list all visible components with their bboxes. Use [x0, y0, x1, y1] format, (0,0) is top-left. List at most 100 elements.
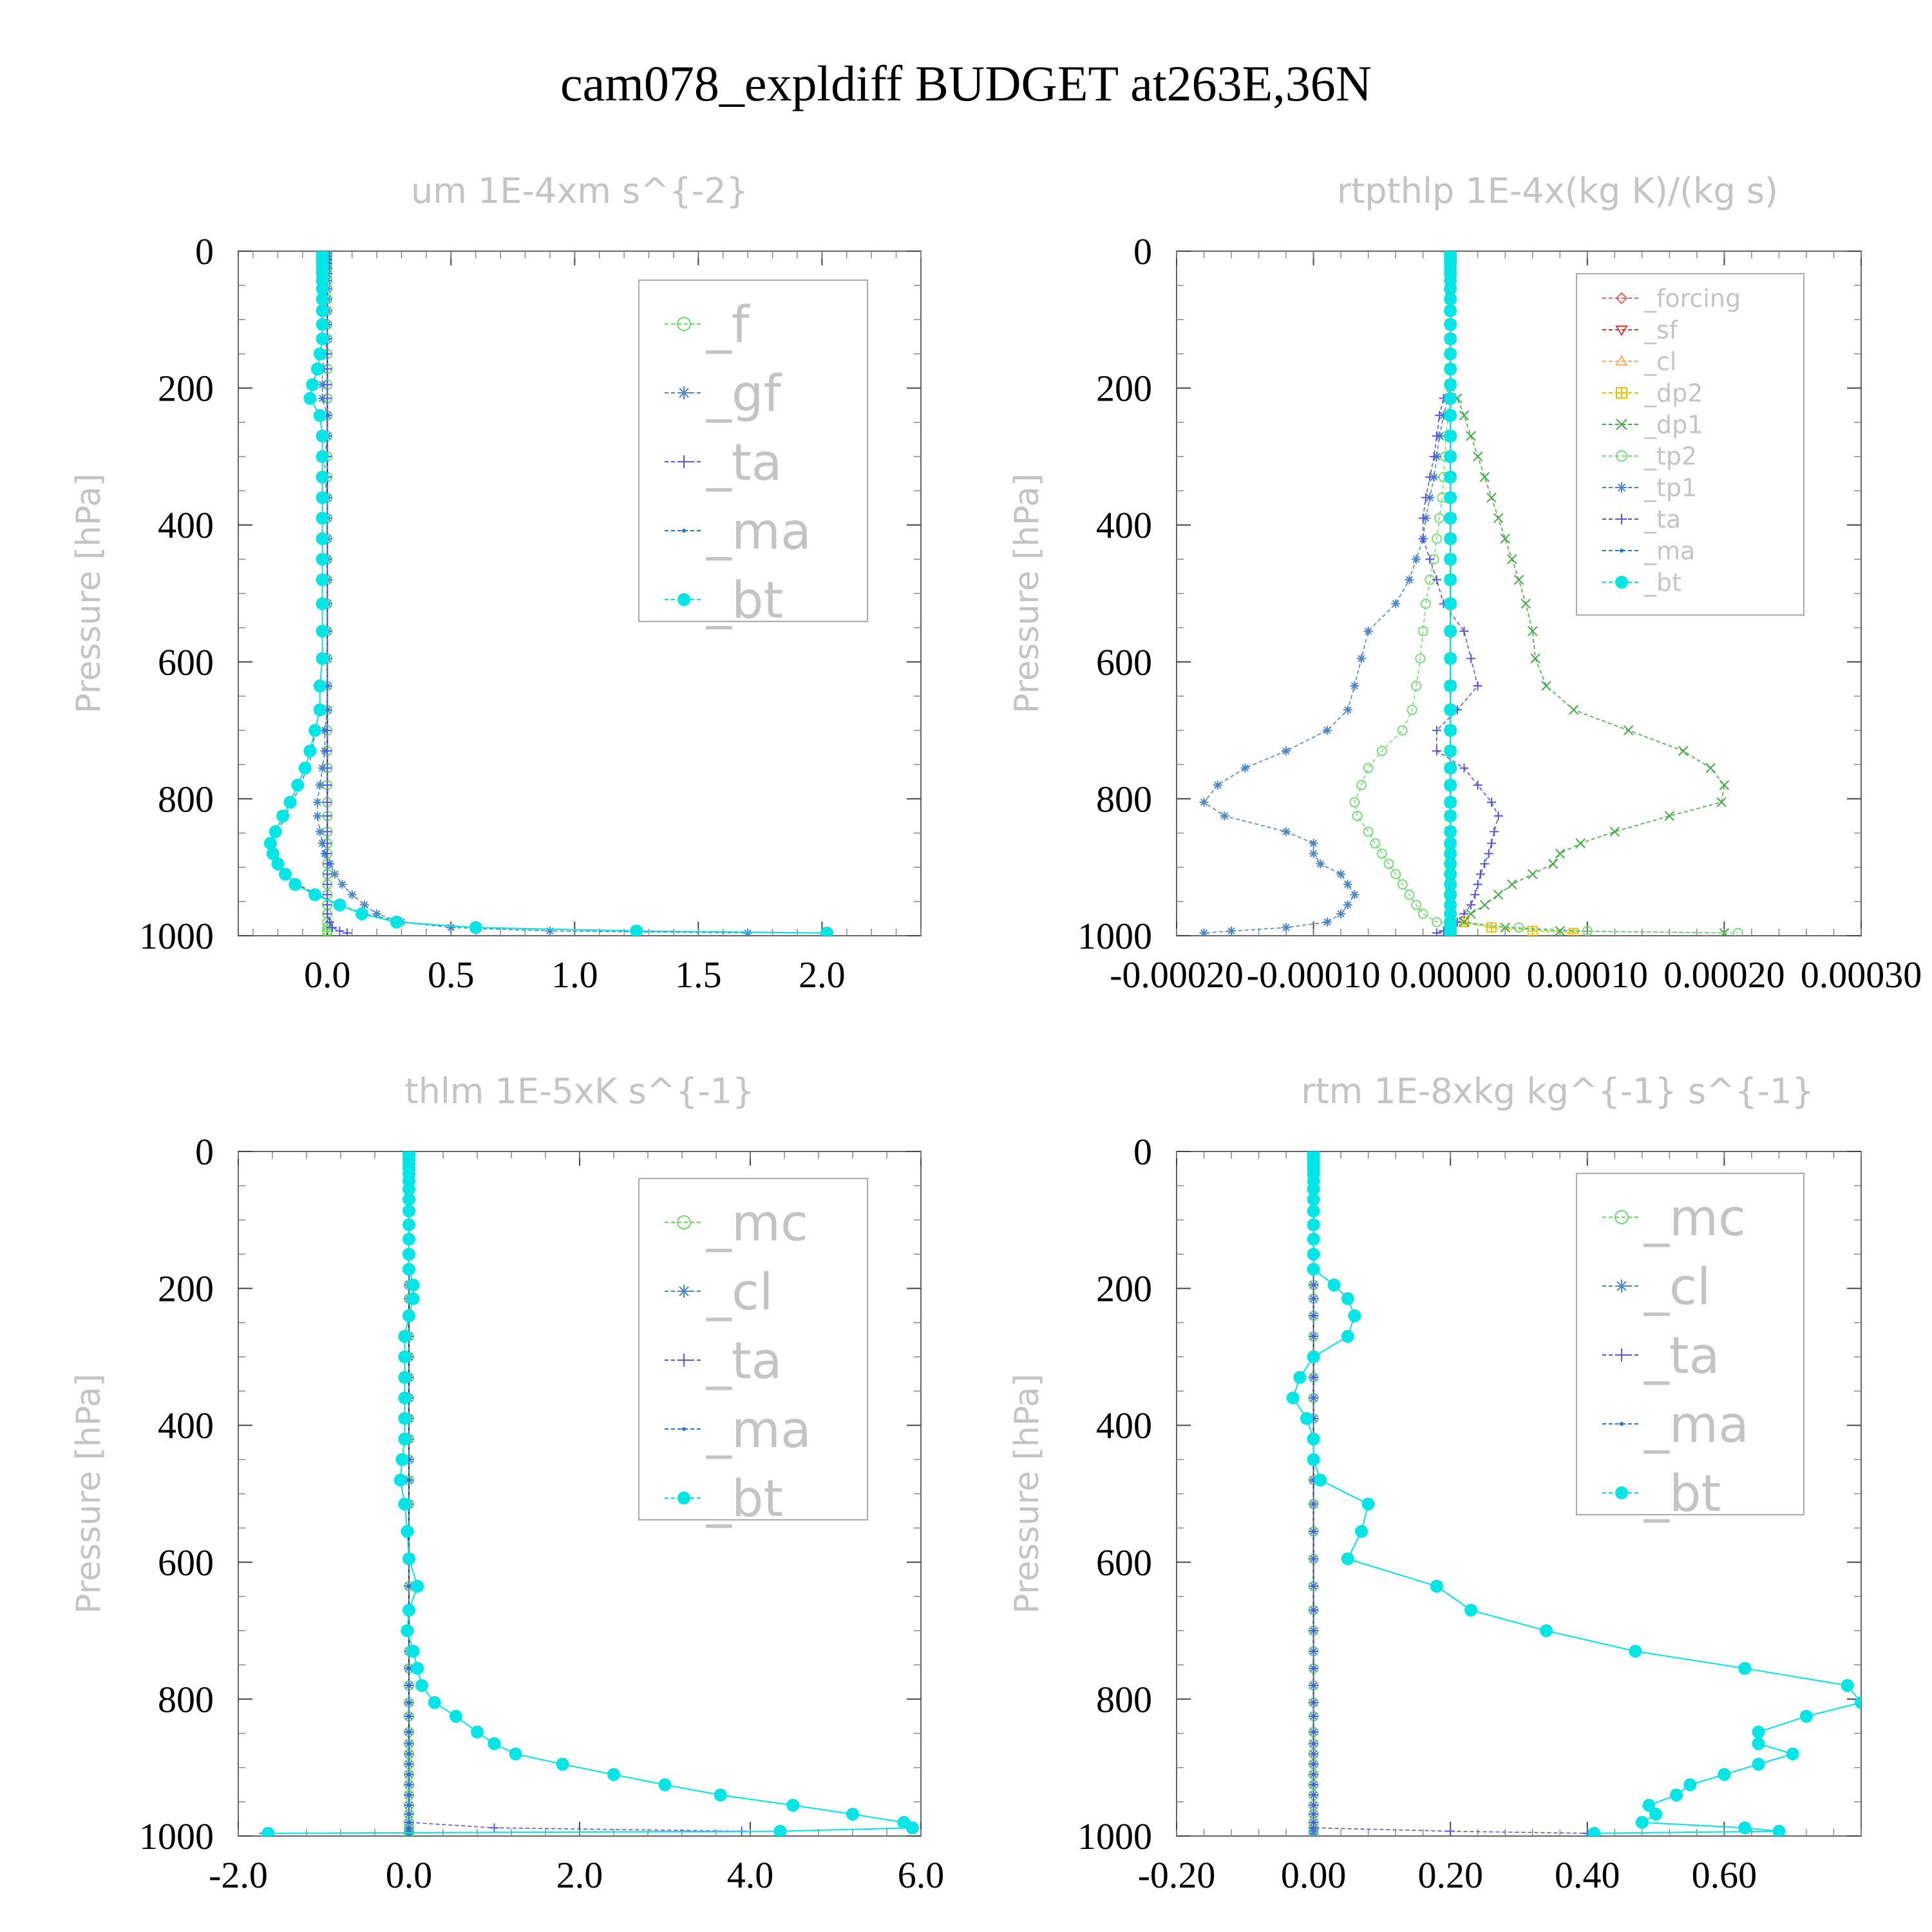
data-point — [1444, 378, 1457, 392]
data-point — [1286, 1391, 1300, 1405]
data-point — [1855, 1696, 1861, 1709]
legend-marker — [682, 1427, 686, 1431]
data-point — [313, 703, 327, 717]
data-point — [1349, 797, 1360, 808]
x-tick-label: 0.00020 — [1663, 954, 1785, 996]
data-point — [316, 282, 329, 296]
data-point — [1430, 1580, 1443, 1593]
data-point — [315, 827, 325, 837]
data-point — [1220, 811, 1229, 820]
data-point — [1348, 1309, 1361, 1323]
data-point — [407, 1783, 411, 1787]
data-point — [1444, 392, 1457, 405]
data-point — [283, 795, 297, 809]
y-tick-label: 1000 — [139, 1815, 214, 1857]
data-point — [303, 392, 317, 405]
data-point — [347, 890, 357, 900]
data-point — [1307, 1350, 1320, 1363]
data-point — [1486, 922, 1497, 933]
legend-label: _forcing — [1643, 285, 1741, 313]
data-point — [1406, 705, 1417, 715]
data-point — [323, 827, 332, 837]
data-point — [269, 825, 282, 838]
data-point — [1541, 681, 1551, 691]
y-tick-label: 0 — [195, 1131, 214, 1173]
data-point — [1473, 880, 1482, 889]
data-point — [1513, 574, 1524, 585]
legend: _f _gf _ta _ma _bt — [638, 279, 868, 630]
legend-box — [1576, 273, 1804, 616]
legend-marker — [1620, 1422, 1624, 1426]
data-point — [1405, 575, 1414, 585]
data-point — [1486, 492, 1497, 503]
data-point — [316, 553, 329, 566]
data-point — [1459, 626, 1469, 636]
data-point — [1357, 654, 1367, 663]
data-point — [1240, 763, 1250, 773]
data-point — [1716, 797, 1727, 808]
data-point — [1322, 917, 1332, 927]
legend-label: _ta — [706, 1332, 782, 1390]
data-point — [1309, 1554, 1318, 1564]
data-point — [1309, 1711, 1318, 1721]
legend-box — [638, 1178, 868, 1520]
data-point — [1444, 470, 1457, 484]
series-ta — [1418, 251, 1503, 936]
data-point — [395, 1453, 409, 1466]
data-point — [406, 1292, 420, 1305]
data-point — [1459, 909, 1469, 918]
legend-box — [1576, 1173, 1804, 1515]
data-point — [407, 1714, 411, 1718]
data-point — [1425, 554, 1435, 564]
data-point — [1282, 827, 1291, 837]
data-point — [1307, 1432, 1320, 1446]
panel-title: rtm 1E-8xkg kg^{-1} s^{-1} — [1301, 1071, 1814, 1112]
series-line — [1450, 253, 1574, 934]
legend-label: _f — [706, 296, 750, 354]
data-point — [1479, 900, 1490, 910]
data-point — [1540, 1624, 1553, 1638]
data-point — [1343, 900, 1352, 910]
series-line — [1312, 1153, 1587, 1834]
data-point — [1555, 925, 1565, 936]
series-dp2 — [1445, 251, 1579, 936]
data-point — [1446, 1826, 1455, 1836]
data-point — [1421, 493, 1430, 502]
data-point — [1841, 1679, 1854, 1692]
data-point — [1609, 826, 1620, 837]
data-point — [411, 1662, 424, 1675]
data-point — [308, 724, 322, 737]
y-tick-label: 1000 — [139, 915, 214, 957]
data-point — [1341, 1292, 1354, 1305]
data-point — [1513, 922, 1524, 933]
y-tick-label: 800 — [158, 1678, 214, 1720]
data-point — [323, 849, 332, 858]
data-point — [407, 1826, 411, 1830]
data-point — [658, 1778, 672, 1792]
x-tick-label: 0.0 — [304, 954, 351, 996]
y-tick-label: 200 — [158, 1268, 214, 1310]
data-point — [306, 378, 319, 392]
data-point — [1507, 879, 1517, 889]
y-axis-label: Pressure [hPa] — [1008, 1374, 1046, 1614]
data-point — [1307, 1262, 1320, 1276]
data-point — [402, 1552, 415, 1566]
data-point — [1555, 848, 1565, 859]
y-tick-label: 0 — [1133, 231, 1152, 272]
legend-label: _ma — [706, 1401, 811, 1459]
data-point — [407, 1793, 411, 1797]
data-point — [1786, 1747, 1799, 1761]
series-ta — [1309, 1151, 1592, 1836]
data-point — [1363, 762, 1374, 773]
data-point — [390, 915, 403, 929]
data-point — [1507, 554, 1517, 565]
data-point — [1316, 859, 1325, 869]
data-point — [1376, 848, 1387, 859]
data-point — [323, 364, 332, 374]
data-point — [1417, 908, 1428, 919]
data-point — [1548, 858, 1558, 869]
data-point — [1444, 857, 1457, 871]
y-tick-label: 800 — [1096, 778, 1152, 820]
data-point — [1732, 927, 1743, 936]
data-point — [316, 332, 329, 346]
